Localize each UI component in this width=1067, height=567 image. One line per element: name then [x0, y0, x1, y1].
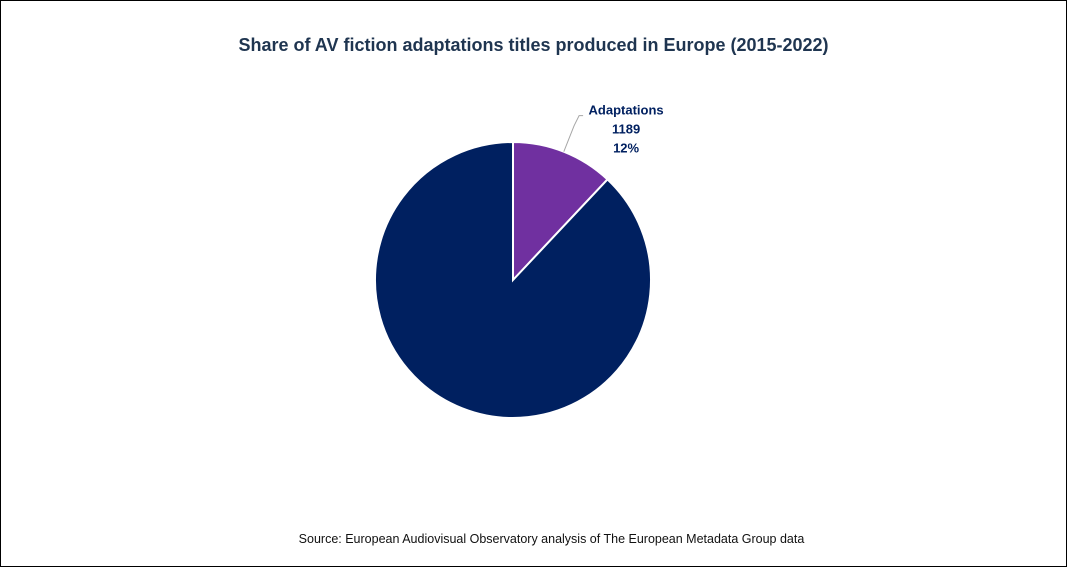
pie-slices — [374, 140, 652, 419]
slice-label-name: Adaptations — [589, 103, 664, 118]
pie-labels: Adaptations 1189 12% — [563, 103, 664, 156]
pie-slice-adaptations — [512, 140, 609, 283]
slice-leader-line — [563, 115, 584, 152]
slice-label-value: 1189 — [612, 122, 640, 137]
chart-title: Share of AV fiction adaptations titles p… — [238, 35, 829, 55]
pie-slice-other-1 — [374, 140, 652, 419]
chart-source: Source: European Audiovisual Observatory… — [298, 532, 805, 546]
slice-label-percent: 12% — [613, 141, 639, 156]
